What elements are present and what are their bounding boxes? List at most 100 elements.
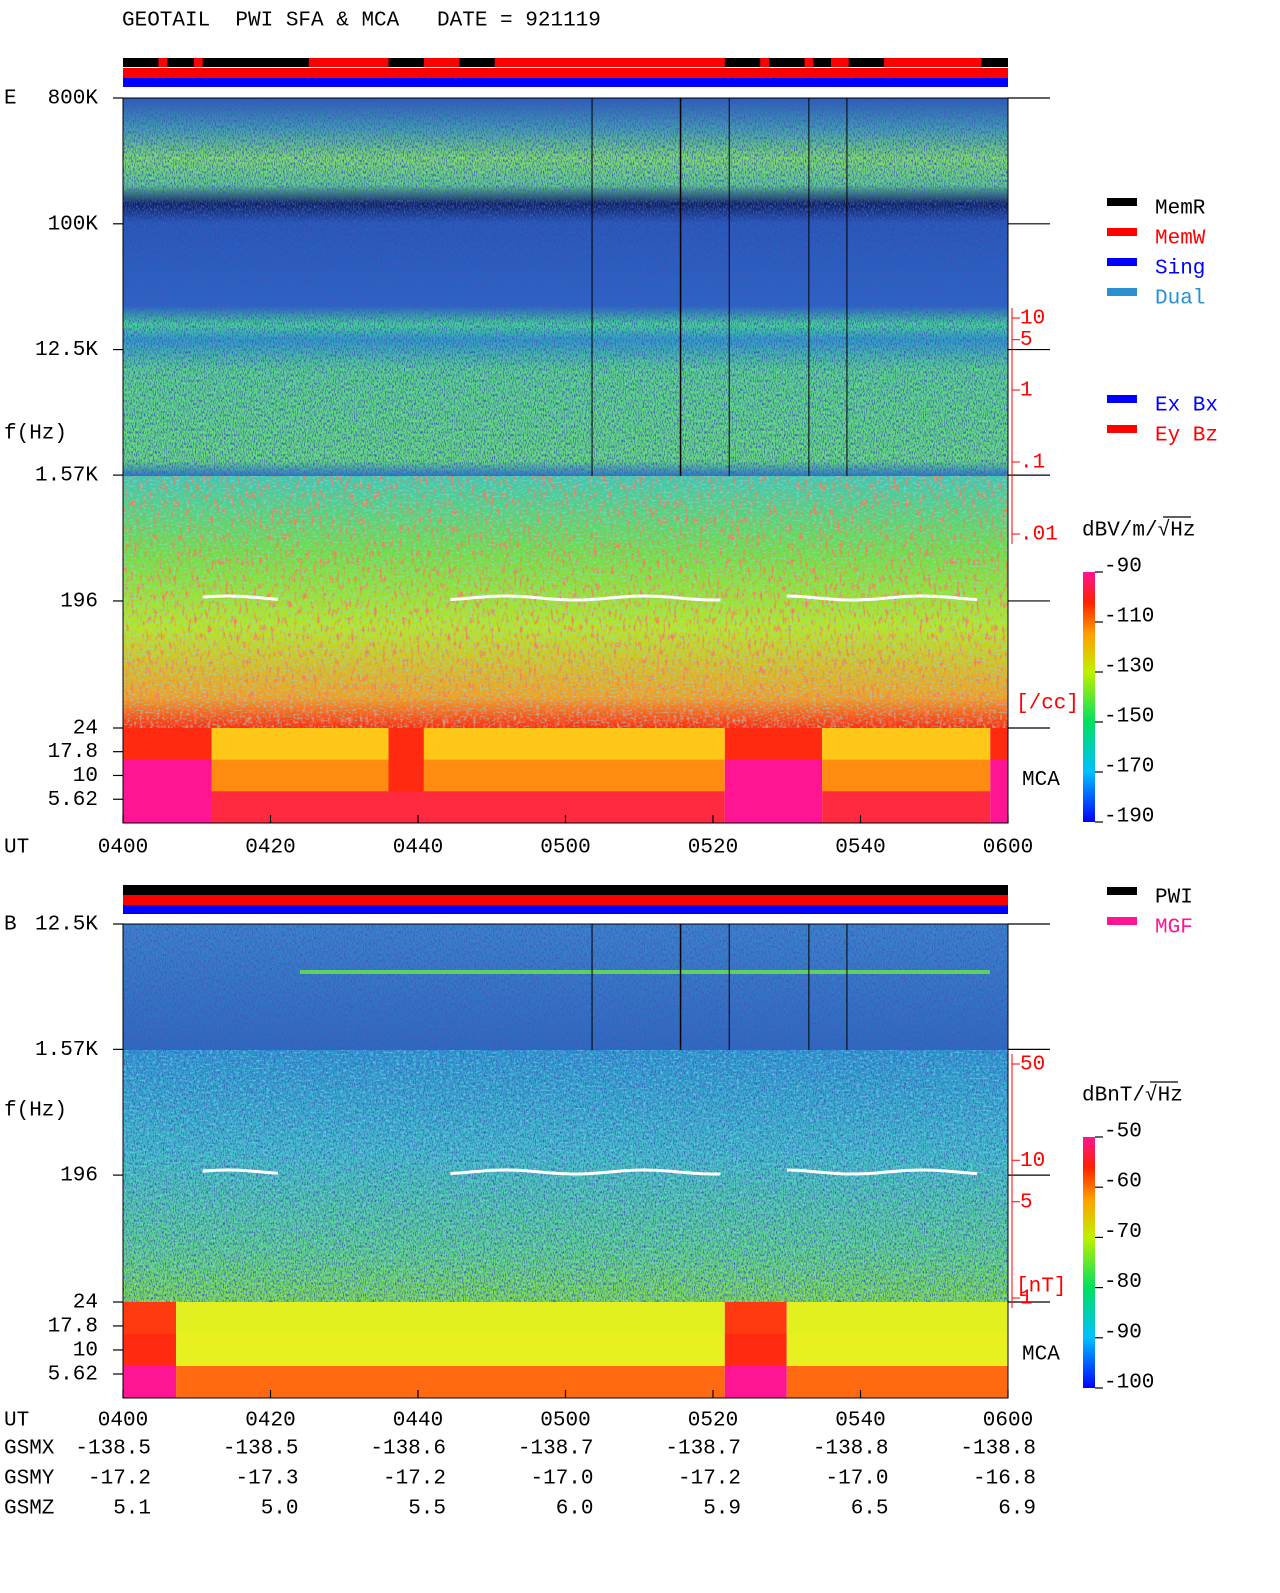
- orbit-label: GSMX: [4, 1438, 55, 1461]
- legend-label: MemR: [1155, 198, 1206, 221]
- colorbar-tick-label: -60: [1104, 1171, 1142, 1194]
- density-tick-label: 1: [1020, 1288, 1033, 1311]
- legend-label: Ex Bx: [1155, 395, 1218, 418]
- orbit-label: GSMY: [4, 1468, 55, 1491]
- status-bar: [123, 58, 1008, 67]
- mca-band: [211, 728, 389, 761]
- mca-tick-label: 5.62: [48, 1364, 98, 1387]
- orbit-value: -138.5: [223, 1438, 299, 1461]
- orbit-value: -138.8: [813, 1438, 889, 1461]
- mca-band: [724, 1366, 787, 1399]
- mca-band: [211, 791, 725, 824]
- orbit-value: 6.9: [998, 1498, 1036, 1521]
- colorbar-tick-label: -100: [1104, 1372, 1154, 1395]
- legend-swatch: [1107, 917, 1137, 925]
- status-segment: [769, 58, 805, 67]
- panel-label: B: [4, 914, 17, 937]
- x-tick-label: 0420: [245, 837, 295, 860]
- colorbar-tick-label: -80: [1104, 1271, 1142, 1294]
- mca-band: [724, 1302, 787, 1335]
- colorbar-tick-label: -90: [1104, 1321, 1142, 1344]
- status-segment: [848, 58, 885, 67]
- orbit-value: -17.2: [383, 1468, 446, 1491]
- colorbar-tick-label: -90: [1104, 556, 1142, 579]
- x-tick-label: 0500: [540, 1410, 590, 1433]
- x-tick-label: 0520: [688, 837, 738, 860]
- colorbar-tick-label: -70: [1104, 1221, 1142, 1244]
- orbit-value: 5.9: [703, 1498, 741, 1521]
- legend-label: Ey Bz: [1155, 425, 1218, 448]
- status-bar: [123, 885, 1008, 895]
- legend-label: MemW: [1155, 228, 1206, 251]
- legend-swatch: [1107, 198, 1137, 206]
- x-tick-label: 0400: [98, 1410, 148, 1433]
- orbit-value: -138.5: [75, 1438, 151, 1461]
- colorbar-tick-label: -170: [1104, 756, 1154, 779]
- mca-tick-label: 10: [73, 1340, 98, 1363]
- x-tick-label: 0500: [540, 837, 590, 860]
- orbit-value: -138.8: [960, 1438, 1036, 1461]
- y-tick-label: 1.57K: [35, 1039, 98, 1062]
- spectrogram-line: [300, 970, 990, 974]
- mca-band: [724, 759, 823, 792]
- mca-band: [176, 1334, 725, 1367]
- y-tick-label: 196: [60, 1165, 98, 1188]
- status-segment: [813, 58, 831, 67]
- density-tick-label: .01: [1020, 524, 1058, 547]
- status-segment: [388, 58, 424, 67]
- mca-band: [176, 1302, 725, 1335]
- colorbar-tick-label: -50: [1104, 1121, 1142, 1144]
- y-tick-label: 100K: [48, 213, 99, 236]
- mca-band: [423, 728, 725, 761]
- orbit-value: -16.8: [973, 1468, 1036, 1491]
- y-axis-label: f(Hz): [4, 1100, 67, 1123]
- mca-band: [786, 1302, 1008, 1335]
- mca-label: MCA: [1022, 769, 1060, 792]
- x-tick-label: 0540: [835, 1410, 885, 1433]
- mca-tick-label: 5.62: [48, 789, 98, 812]
- x-axis-label: UT: [4, 1410, 29, 1433]
- orbit-value: -17.0: [825, 1468, 888, 1491]
- mca-band: [786, 1366, 1008, 1399]
- y-tick-label: 1.57K: [35, 465, 98, 488]
- orbit-value: -17.2: [678, 1468, 741, 1491]
- plasma-trace: [786, 1168, 978, 1176]
- status-segment: [724, 58, 761, 67]
- orbit-value: -17.2: [88, 1468, 151, 1491]
- density-tick-label: 10: [1020, 308, 1045, 331]
- orbit-value: -17.0: [530, 1468, 593, 1491]
- density-tick-label: 50: [1020, 1054, 1045, 1077]
- page-title: GEOTAIL PWI SFA & MCA DATE = 921119: [122, 10, 601, 33]
- spectrogram-speckle: [123, 98, 1008, 476]
- x-tick-label: 0600: [983, 1410, 1033, 1433]
- orbit-value: 5.5: [408, 1498, 446, 1521]
- mca-band: [822, 791, 991, 824]
- orbit-value: -138.6: [370, 1438, 446, 1461]
- mca-band: [123, 791, 212, 824]
- spectrogram-cyan: [123, 1050, 1008, 1302]
- x-tick-label: 0440: [393, 1410, 443, 1433]
- status-segment: [167, 58, 194, 67]
- legend-swatch: [1107, 288, 1137, 296]
- mca-band: [724, 1334, 787, 1367]
- y-tick-label: 12.5K: [35, 914, 98, 937]
- mca-tick-label: 17.8: [48, 741, 98, 764]
- colorbar: [1083, 572, 1095, 822]
- orbit-label: GSMZ: [4, 1498, 54, 1521]
- status-bar: [123, 68, 1008, 78]
- density-tick-label: 1: [1020, 380, 1033, 403]
- orbit-value: 6.5: [851, 1498, 889, 1521]
- orbit-value: -138.7: [518, 1438, 594, 1461]
- mca-band: [176, 1366, 725, 1399]
- status-segment: [459, 58, 495, 67]
- orbit-value: -138.7: [665, 1438, 741, 1461]
- plasma-trace: [202, 594, 279, 601]
- mca-band: [786, 1334, 1008, 1367]
- mca-band: [123, 1302, 177, 1335]
- mca-tick-label: 17.8: [48, 1315, 98, 1338]
- spectrogram-cyan: [123, 476, 1008, 728]
- legend-label: MGF: [1155, 917, 1193, 940]
- x-tick-label: 0600: [983, 837, 1033, 860]
- colorbar-label: dBV/m/√Hz: [1082, 519, 1195, 543]
- density-unit: [nT]: [1016, 1276, 1066, 1299]
